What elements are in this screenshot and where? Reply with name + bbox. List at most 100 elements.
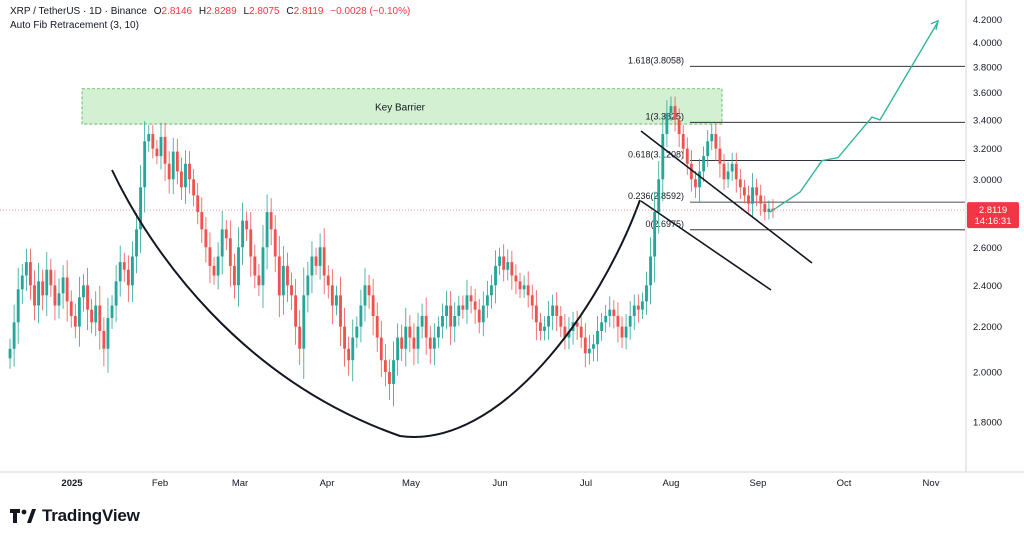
candle-body (294, 295, 298, 327)
candle-body (718, 148, 722, 164)
candle-body (314, 256, 318, 266)
candle-body (326, 275, 330, 286)
candle-body (265, 212, 269, 248)
candle-body (575, 322, 579, 327)
fib-label: 0.618(3.1208) (628, 150, 684, 160)
candle-body (359, 305, 363, 327)
candle-body (543, 326, 546, 331)
candle-body (473, 301, 477, 310)
candle-body (184, 163, 187, 188)
candle-body (481, 305, 485, 323)
candle-body (12, 322, 16, 349)
candle-body (559, 315, 563, 327)
candle-body (53, 285, 57, 306)
candle-body (290, 285, 293, 296)
candle-body (579, 326, 583, 338)
candle-body (694, 179, 697, 188)
candle-body (69, 301, 73, 316)
candle-body (200, 212, 204, 230)
candle-body (139, 187, 143, 230)
fib-label: 0.236(2.8592) (628, 191, 684, 201)
candle-body (436, 326, 440, 338)
candle-body (432, 337, 436, 349)
candle-body (61, 277, 65, 294)
candle-body (167, 163, 171, 180)
candle-body (640, 301, 644, 310)
candle-body (534, 305, 538, 323)
candle-body (351, 337, 355, 361)
candle-body (334, 295, 338, 306)
x-tick-label: Feb (152, 478, 168, 489)
candle-body (310, 256, 314, 276)
candle-body (592, 344, 595, 349)
symbol-title[interactable]: XRP / TetherUS · 1D · Binance (10, 6, 147, 17)
candle-body (208, 247, 212, 266)
candle-body (649, 256, 652, 286)
candle-body (143, 141, 147, 188)
candle-body (441, 315, 444, 327)
candle-body (363, 285, 367, 306)
candle-body (424, 315, 428, 338)
candle-body (673, 106, 677, 120)
last-price-tag (967, 202, 1019, 229)
tradingview-logo[interactable]: TradingView (10, 504, 140, 528)
open-label: O (153, 6, 162, 17)
candle-body (706, 141, 710, 157)
candle-body (457, 305, 461, 316)
candle-body (216, 256, 220, 276)
fib-label: 1.618(3.8058) (628, 55, 684, 65)
candle-body (608, 309, 612, 316)
candle-body (159, 136, 163, 157)
candle-body (106, 318, 110, 349)
candle-body (669, 106, 673, 113)
candle-body (416, 326, 420, 349)
candle-body (563, 326, 567, 338)
candle-body (755, 187, 759, 196)
x-tick-label: 2025 (61, 478, 83, 489)
candle-body (518, 281, 522, 290)
candle-body (404, 326, 408, 349)
candle-body (379, 337, 383, 361)
channel-lower-line (640, 200, 772, 291)
indicator-legend[interactable]: Auto Fib Retracement (3, 10) (10, 20, 139, 31)
candle-body (408, 326, 412, 338)
candle-body (155, 148, 159, 157)
candle-body (702, 156, 706, 172)
candle-body (179, 171, 183, 188)
candle-body (339, 295, 342, 327)
close-label: C (286, 6, 294, 17)
candle-body (747, 195, 750, 204)
candle-body (82, 285, 85, 298)
candle-body (188, 163, 191, 180)
candle-body (514, 275, 518, 282)
candle-body (653, 212, 657, 257)
candle-body (102, 330, 106, 349)
candle-body (41, 281, 45, 296)
candle-body (257, 275, 261, 286)
candle-body (665, 112, 669, 135)
candle-body (86, 285, 89, 310)
y-tick-label: 4.2000 (973, 15, 1002, 26)
candle-body (367, 285, 371, 296)
candle-body (759, 195, 763, 204)
candle-body (298, 326, 302, 349)
candle-body (241, 220, 245, 248)
candle-body (122, 262, 126, 270)
candle-body (587, 348, 591, 354)
candle-body (453, 315, 457, 327)
projection-arrow-icon (930, 19, 939, 30)
candle-body (29, 262, 32, 286)
candle-body (249, 229, 253, 257)
high-label: H (198, 6, 207, 17)
candle-body (477, 309, 481, 323)
candle-body (151, 134, 155, 149)
candle-body (657, 179, 661, 213)
candle-body (547, 315, 550, 327)
candle-body (318, 247, 322, 266)
candle-body (220, 229, 224, 257)
candle-body (420, 315, 424, 327)
y-tick-label: 1.8000 (973, 417, 1002, 428)
candle-body (392, 360, 395, 384)
x-tick-label: Oct (837, 478, 852, 489)
